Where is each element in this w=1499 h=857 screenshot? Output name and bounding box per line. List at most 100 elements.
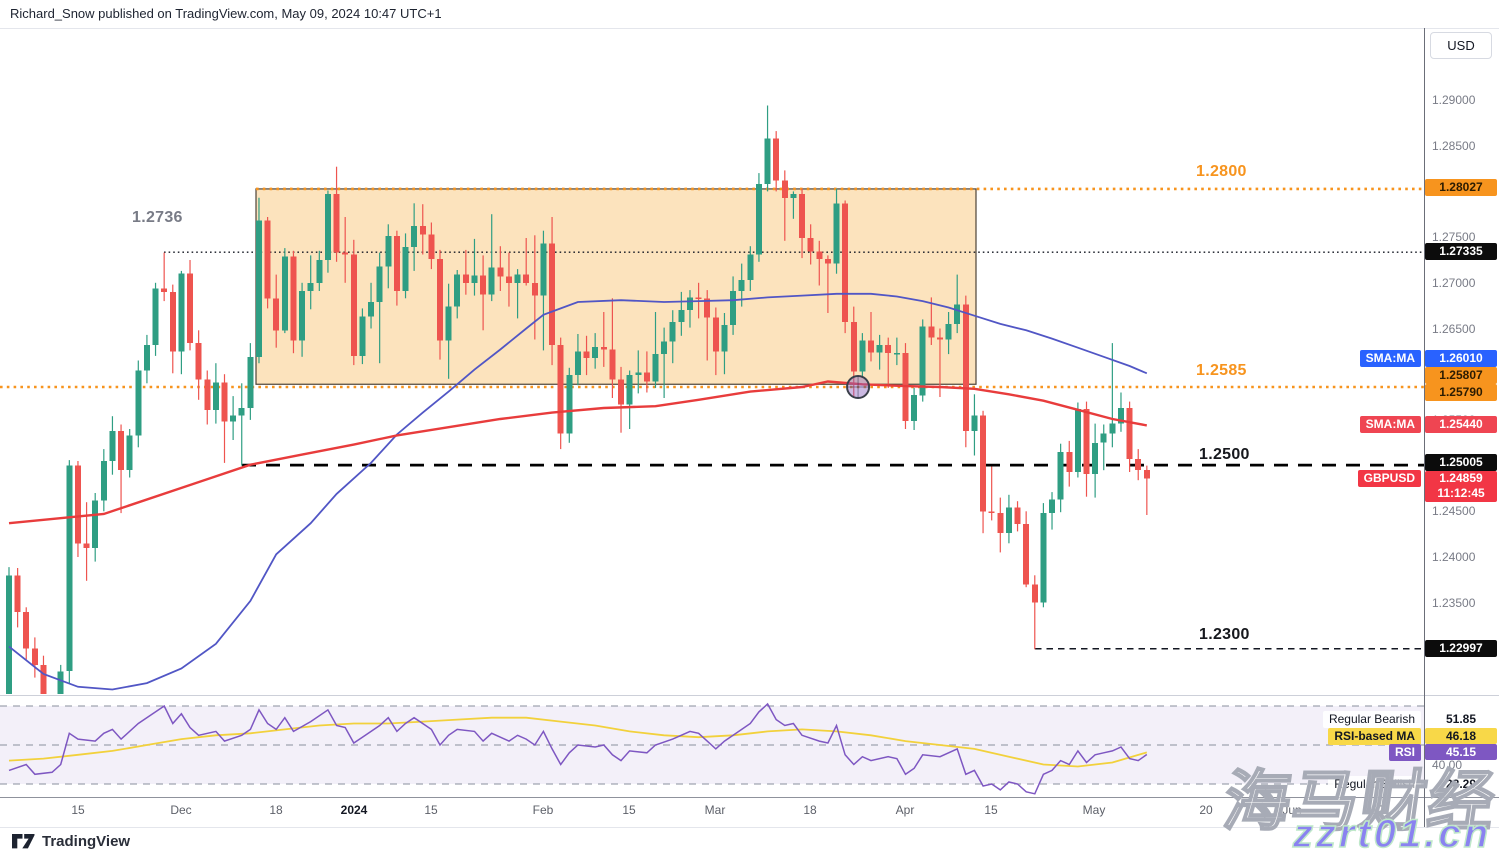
candle-body	[1074, 408, 1081, 472]
badge-value: 46.18	[1445, 729, 1477, 743]
candle-body	[919, 326, 926, 396]
currency-toggle-button[interactable]: USD	[1430, 32, 1492, 59]
pane-divider[interactable]	[0, 695, 1499, 696]
badge-value: 1.28027	[1439, 179, 1483, 194]
candle-body	[988, 511, 995, 514]
anchor-circle-marker[interactable]	[846, 374, 871, 399]
footer-divider	[0, 827, 1499, 828]
time-axis-label: May	[1082, 803, 1106, 817]
price-tick-label: 1.29000	[1432, 93, 1476, 107]
candle-body	[652, 354, 659, 382]
candle-body	[592, 346, 599, 358]
candle-body	[807, 238, 814, 252]
level-label-12800[interactable]: 1.2800	[1196, 163, 1247, 180]
candle-body	[893, 353, 900, 355]
candle-body	[419, 226, 426, 235]
badge-value: 28.29	[1445, 777, 1477, 791]
candle-body	[833, 203, 840, 264]
candle-body	[350, 254, 357, 356]
candle-body	[204, 379, 211, 410]
candle-body	[324, 194, 331, 260]
price-axis-badge: 46.18	[1425, 728, 1497, 744]
price-tick-label: 1.27500	[1432, 230, 1476, 245]
candle-body	[281, 256, 288, 331]
candle-body	[626, 375, 633, 405]
price-axis-badge: 40.00	[1432, 757, 1499, 773]
time-axis-label: 15	[984, 803, 998, 817]
candle-body	[876, 345, 883, 353]
candle-body	[290, 256, 297, 341]
candle-body	[221, 382, 228, 422]
candle-body	[962, 304, 969, 431]
candle-body	[1135, 459, 1142, 471]
time-axis-label: Dec	[170, 803, 192, 817]
candle-body	[256, 220, 262, 357]
candle-body	[980, 415, 987, 512]
candle-body	[790, 194, 797, 198]
candle-body	[57, 671, 64, 694]
level-label-12300[interactable]: 1.2300	[1199, 626, 1250, 643]
candle-body	[945, 323, 952, 340]
candle-body	[773, 138, 780, 181]
candle-body	[1031, 584, 1038, 603]
watermark-url: zzrt01.cn	[1292, 811, 1491, 857]
candle-body	[816, 251, 823, 259]
badge-value: 1.25005	[1439, 454, 1483, 469]
price-tick-label: 1.23500	[1432, 595, 1476, 610]
rsi-layer	[8, 702, 1148, 795]
candle-body	[1057, 451, 1064, 500]
time-axis-label: Mar	[704, 803, 726, 817]
series-tag-regular-bullish: Regular Bullish	[1328, 776, 1421, 793]
candle-body	[445, 306, 452, 341]
candle-body	[868, 340, 874, 353]
candle-body	[212, 382, 219, 410]
price-tick-label: 1.24500	[1432, 504, 1476, 519]
candle-body	[1023, 524, 1030, 585]
candle-body	[850, 322, 857, 372]
rsi-line	[8, 702, 1148, 795]
candle-body	[14, 575, 21, 612]
candle-body	[678, 310, 685, 323]
price-chart-canvas[interactable]	[0, 28, 1424, 827]
candle-body	[738, 280, 745, 292]
candle-body	[393, 236, 400, 291]
badge-value: 1.27335	[1439, 243, 1483, 258]
candle-body	[1005, 507, 1012, 534]
price-axis-badge: 1.25005	[1425, 453, 1497, 471]
candle-body	[264, 220, 271, 299]
price-axis-badge: 45.15	[1425, 744, 1497, 760]
candle-body	[730, 291, 737, 325]
price-axis-badge: 1.24859 11:12:45	[1425, 470, 1497, 502]
candle-body	[781, 180, 788, 198]
level-label-12585[interactable]: 1.2585	[1196, 362, 1247, 379]
time-axis-label: 15	[424, 803, 438, 817]
candle-body	[333, 194, 340, 253]
price-axis-badge: 28.29	[1425, 776, 1497, 792]
price-tick-label: 1.24000	[1432, 550, 1476, 564]
candle-body	[600, 346, 607, 350]
candle-body	[695, 297, 702, 299]
candle-body	[488, 267, 495, 295]
candle-body	[1014, 507, 1021, 525]
candle-body	[1100, 433, 1107, 443]
badge-value: 45.15	[1445, 745, 1477, 759]
level-label-12736[interactable]: 1.2736	[132, 209, 183, 226]
candle-body	[885, 345, 892, 354]
candle-body	[75, 465, 81, 544]
candle-body	[514, 274, 521, 283]
price-axis-badge: 1.22997	[1425, 639, 1497, 657]
level-label-12500[interactable]: 1.2500	[1199, 446, 1250, 463]
tradingview-logo-icon	[12, 834, 35, 849]
candle-body	[143, 345, 150, 371]
tradingview-logo[interactable]: TradingView	[12, 833, 130, 850]
candle-body	[238, 408, 245, 416]
candle-body	[755, 184, 762, 255]
candle-body	[609, 349, 616, 380]
candle-body	[437, 259, 443, 341]
candle-body	[1118, 408, 1124, 424]
price-axis-badge: 1.25807	[1425, 366, 1497, 384]
price-axis-badge: 1.28027	[1425, 178, 1497, 196]
candle-body	[6, 575, 12, 694]
time-axis-label: 20	[1199, 803, 1213, 817]
candle-body	[273, 298, 280, 331]
